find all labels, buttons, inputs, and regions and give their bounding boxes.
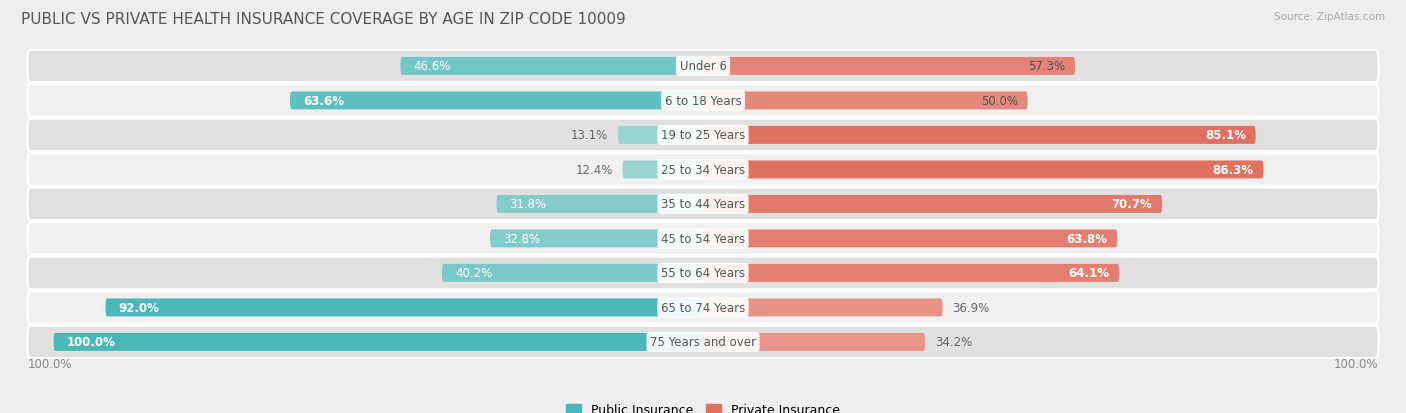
- FancyBboxPatch shape: [623, 161, 703, 179]
- Text: 25 to 34 Years: 25 to 34 Years: [661, 164, 745, 176]
- Text: 86.3%: 86.3%: [1213, 164, 1254, 176]
- Text: 12.4%: 12.4%: [575, 164, 613, 176]
- Text: 6 to 18 Years: 6 to 18 Years: [665, 95, 741, 108]
- Text: Source: ZipAtlas.com: Source: ZipAtlas.com: [1274, 12, 1385, 22]
- Text: 32.8%: 32.8%: [503, 233, 540, 245]
- Text: 19 to 25 Years: 19 to 25 Years: [661, 129, 745, 142]
- FancyBboxPatch shape: [28, 154, 1378, 186]
- FancyBboxPatch shape: [703, 264, 1119, 282]
- FancyBboxPatch shape: [617, 127, 703, 145]
- FancyBboxPatch shape: [703, 127, 1256, 145]
- FancyBboxPatch shape: [28, 326, 1378, 358]
- Text: 45 to 54 Years: 45 to 54 Years: [661, 233, 745, 245]
- FancyBboxPatch shape: [28, 292, 1378, 324]
- Text: 55 to 64 Years: 55 to 64 Years: [661, 267, 745, 280]
- FancyBboxPatch shape: [496, 195, 703, 214]
- Text: 63.8%: 63.8%: [1067, 233, 1108, 245]
- FancyBboxPatch shape: [28, 188, 1378, 221]
- Legend: Public Insurance, Private Insurance: Public Insurance, Private Insurance: [561, 398, 845, 413]
- Text: 31.8%: 31.8%: [509, 198, 547, 211]
- FancyBboxPatch shape: [703, 92, 1028, 110]
- FancyBboxPatch shape: [489, 230, 703, 248]
- Text: 63.6%: 63.6%: [302, 95, 344, 108]
- Text: 100.0%: 100.0%: [28, 357, 72, 370]
- Text: 36.9%: 36.9%: [952, 301, 990, 314]
- Text: 100.0%: 100.0%: [1334, 357, 1378, 370]
- Text: 92.0%: 92.0%: [118, 301, 159, 314]
- FancyBboxPatch shape: [28, 85, 1378, 117]
- Text: 46.6%: 46.6%: [413, 60, 451, 73]
- Text: 85.1%: 85.1%: [1205, 129, 1246, 142]
- Text: 65 to 74 Years: 65 to 74 Years: [661, 301, 745, 314]
- FancyBboxPatch shape: [441, 264, 703, 282]
- Text: 75 Years and over: 75 Years and over: [650, 336, 756, 349]
- Text: 70.7%: 70.7%: [1112, 198, 1153, 211]
- FancyBboxPatch shape: [28, 51, 1378, 83]
- Text: 50.0%: 50.0%: [981, 95, 1018, 108]
- Text: 57.3%: 57.3%: [1028, 60, 1066, 73]
- FancyBboxPatch shape: [28, 223, 1378, 255]
- FancyBboxPatch shape: [703, 161, 1264, 179]
- Text: 13.1%: 13.1%: [571, 129, 609, 142]
- FancyBboxPatch shape: [290, 92, 703, 110]
- FancyBboxPatch shape: [401, 58, 703, 76]
- FancyBboxPatch shape: [703, 230, 1118, 248]
- FancyBboxPatch shape: [28, 119, 1378, 152]
- FancyBboxPatch shape: [703, 58, 1076, 76]
- FancyBboxPatch shape: [28, 257, 1378, 290]
- FancyBboxPatch shape: [703, 333, 925, 351]
- Text: 34.2%: 34.2%: [935, 336, 972, 349]
- Text: Under 6: Under 6: [679, 60, 727, 73]
- FancyBboxPatch shape: [703, 195, 1163, 214]
- FancyBboxPatch shape: [105, 299, 703, 317]
- Text: 100.0%: 100.0%: [66, 336, 115, 349]
- Text: 35 to 44 Years: 35 to 44 Years: [661, 198, 745, 211]
- FancyBboxPatch shape: [53, 333, 703, 351]
- FancyBboxPatch shape: [703, 299, 942, 317]
- Text: 40.2%: 40.2%: [456, 267, 492, 280]
- Text: 64.1%: 64.1%: [1069, 267, 1109, 280]
- Text: PUBLIC VS PRIVATE HEALTH INSURANCE COVERAGE BY AGE IN ZIP CODE 10009: PUBLIC VS PRIVATE HEALTH INSURANCE COVER…: [21, 12, 626, 27]
